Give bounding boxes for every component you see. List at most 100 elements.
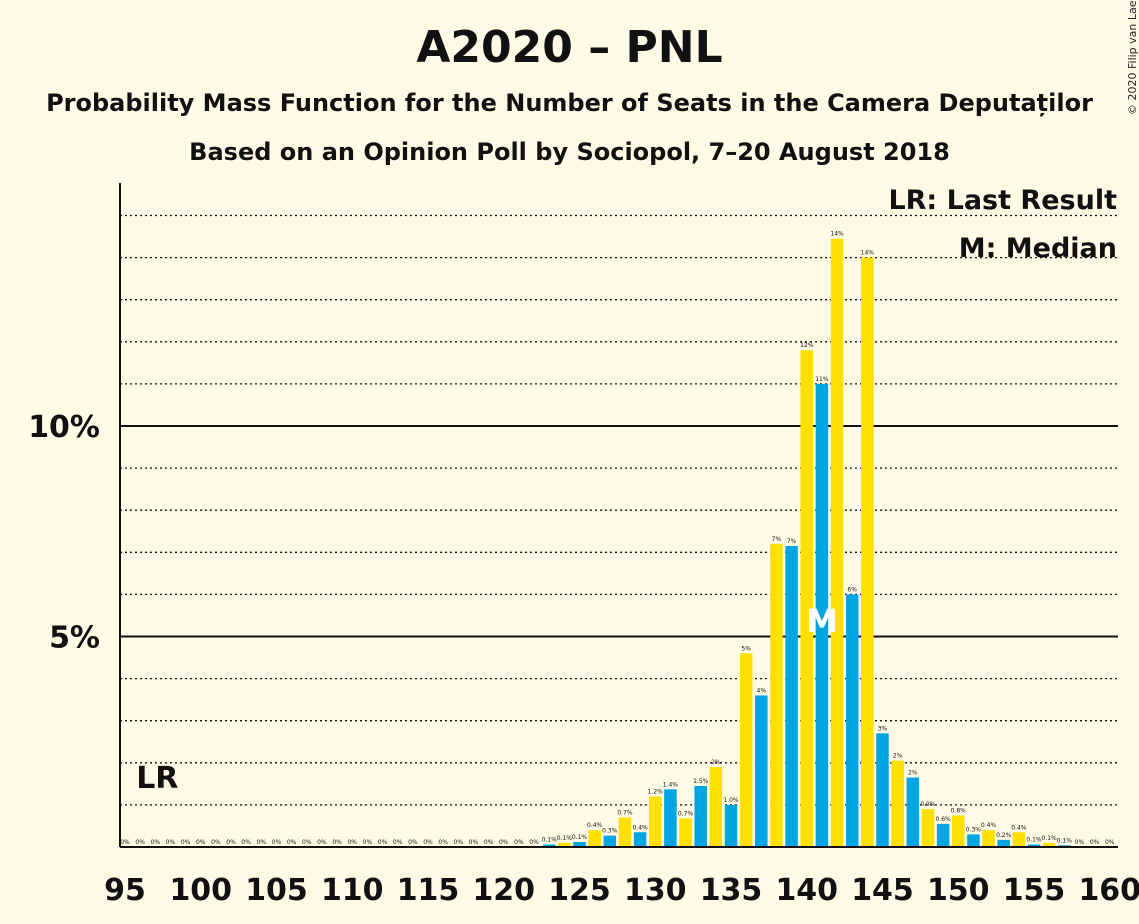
x-tick-label: 115 bbox=[397, 873, 460, 908]
bar bbox=[952, 815, 965, 847]
x-tick-label: 155 bbox=[1003, 873, 1066, 908]
bar bbox=[618, 817, 632, 847]
bar bbox=[770, 543, 783, 847]
x-tick-label: 135 bbox=[700, 873, 763, 908]
x-tick-label: 125 bbox=[548, 873, 611, 908]
chart-source: Based on an Opinion Poll by Sociopol, 7–… bbox=[189, 138, 950, 166]
bar-value-label: 0.2% bbox=[996, 832, 1012, 839]
last-result-marker: LR bbox=[136, 761, 178, 796]
bar-value-label: 0% bbox=[347, 839, 357, 846]
bar-value-label: 0.4% bbox=[587, 822, 603, 829]
bar-value-label: 0% bbox=[211, 839, 221, 846]
bar-value-label: 5% bbox=[741, 645, 751, 652]
bar-value-label: 0% bbox=[423, 839, 433, 846]
bar-value-label: 7% bbox=[772, 536, 782, 543]
bar-value-label: 0% bbox=[166, 839, 176, 846]
bar-value-label: 0.4% bbox=[632, 824, 648, 831]
bars bbox=[542, 238, 1071, 848]
bar-value-label: 0% bbox=[529, 839, 539, 846]
bar-value-label: 3% bbox=[878, 725, 888, 732]
bar-value-label: 0.1% bbox=[1042, 835, 1058, 842]
bar bbox=[997, 839, 1010, 847]
bar-value-label: 0% bbox=[151, 839, 161, 846]
bar bbox=[633, 832, 647, 847]
bar bbox=[876, 733, 889, 847]
bar bbox=[739, 653, 753, 847]
bar bbox=[709, 767, 723, 847]
bar bbox=[906, 777, 920, 847]
bar-value-label: 0.1% bbox=[572, 834, 588, 841]
bar-value-label: 0.4% bbox=[1011, 824, 1027, 831]
bar-value-label: 0% bbox=[196, 839, 206, 846]
bar-value-label: 0% bbox=[408, 839, 418, 846]
bar-value-label: 4% bbox=[757, 687, 767, 694]
bar bbox=[800, 350, 813, 847]
bar-value-label: 0% bbox=[454, 839, 464, 846]
bar-labels: 0% 0% 0% 0% 0% 0% 0% 0% 0% 0% 0% 0% 0% 0% 0% 0% 0% 0% 0% 0%… bbox=[120, 231, 1115, 846]
bar-value-label: 0.7% bbox=[678, 810, 694, 817]
bar-value-label: 0% bbox=[302, 839, 312, 846]
bar-value-label: 0% bbox=[438, 839, 448, 846]
chart-subtitle: Probability Mass Function for the Number… bbox=[46, 89, 1093, 117]
bar-value-label: 0.4% bbox=[981, 822, 997, 829]
bar-value-label: 2% bbox=[893, 753, 903, 760]
legend-last-result: LR: Last Result bbox=[888, 185, 1117, 216]
x-tick-label: 100 bbox=[169, 873, 232, 908]
bar bbox=[845, 594, 859, 847]
x-tick-label: 105 bbox=[245, 873, 308, 908]
bar-value-label: 7% bbox=[787, 538, 797, 545]
y-tick-label: 10% bbox=[28, 410, 100, 445]
bar-value-label: 0% bbox=[469, 839, 479, 846]
bar bbox=[679, 818, 692, 847]
bar-value-label: 0% bbox=[363, 839, 373, 846]
bar-value-label: 0% bbox=[514, 839, 524, 846]
bar-value-label: 0% bbox=[287, 839, 297, 846]
bar-value-label: 0% bbox=[135, 839, 145, 846]
bar-value-label: 0% bbox=[120, 839, 130, 846]
x-tick-label: 150 bbox=[927, 873, 990, 908]
grid-lines bbox=[120, 214, 1118, 806]
bar bbox=[664, 789, 677, 847]
bar bbox=[830, 238, 844, 847]
bar-value-label: 2% bbox=[908, 770, 918, 777]
bar bbox=[1042, 842, 1056, 847]
bar-value-label: 0.9% bbox=[920, 801, 936, 808]
bar bbox=[861, 257, 874, 848]
bar-value-label: 0% bbox=[332, 839, 342, 846]
x-tick-label: 95 bbox=[104, 873, 146, 908]
bar-value-label: 1.2% bbox=[648, 788, 664, 795]
bar bbox=[936, 823, 950, 847]
bar-value-label: 0% bbox=[1105, 839, 1115, 846]
x-tick-label: 160 bbox=[1078, 873, 1139, 908]
bar bbox=[603, 835, 617, 847]
bar-value-label: 14% bbox=[830, 231, 844, 238]
legend-median: M: Median bbox=[959, 233, 1117, 264]
median-marker: M bbox=[806, 602, 838, 640]
bar-value-label: 0.1% bbox=[542, 836, 558, 843]
bar-value-label: 0% bbox=[1075, 839, 1085, 846]
x-tick-label: 145 bbox=[851, 873, 914, 908]
x-tick-label: 120 bbox=[472, 873, 535, 908]
bar bbox=[755, 695, 768, 847]
bar-value-label: 0% bbox=[257, 839, 267, 846]
bar-value-label: 0.3% bbox=[966, 826, 982, 833]
bar-value-label: 0% bbox=[393, 839, 403, 846]
axis: 5% 10% 95 100 105 110 115 120 125 130 135 140 145 150… bbox=[28, 183, 1139, 908]
bar-value-label: 0.3% bbox=[602, 828, 618, 835]
x-tick-label: 140 bbox=[775, 873, 838, 908]
x-tick-label: 130 bbox=[624, 873, 687, 908]
bar-value-label: 0% bbox=[272, 839, 282, 846]
bar-value-label: 6% bbox=[847, 586, 857, 593]
bar-value-label: 0% bbox=[317, 839, 327, 846]
bar bbox=[573, 841, 586, 847]
bar-value-label: 1.5% bbox=[693, 778, 709, 785]
x-tick-label: 110 bbox=[321, 873, 384, 908]
bar bbox=[1027, 844, 1041, 847]
bar-value-label: 0% bbox=[181, 839, 191, 846]
bar-value-label: 11% bbox=[815, 376, 829, 383]
y-tick-label: 5% bbox=[49, 621, 100, 656]
bar bbox=[1012, 832, 1026, 847]
bar-value-label: 0.6% bbox=[935, 816, 951, 823]
bar-value-label: 0.1% bbox=[557, 835, 573, 842]
